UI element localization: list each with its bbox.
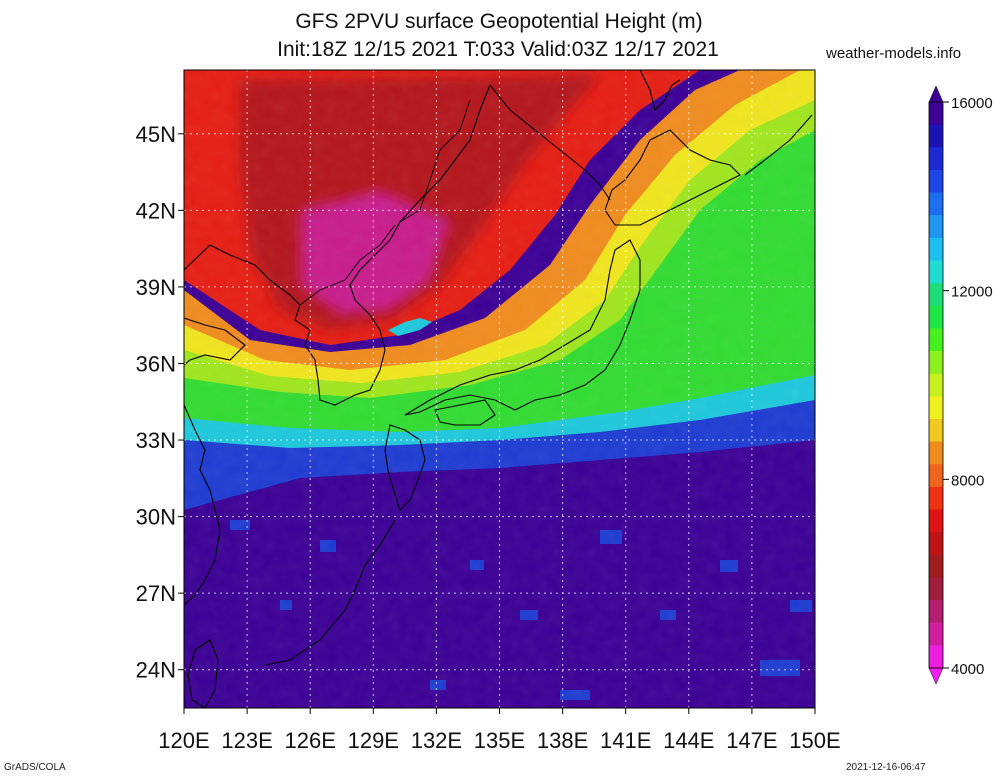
colorbar-label: 12000 xyxy=(951,284,993,301)
colorbar-swatch xyxy=(929,169,943,194)
y-tick-label: 33N xyxy=(136,428,176,453)
coast-honshu xyxy=(404,239,641,416)
x-tick-label: 129E xyxy=(348,728,399,753)
y-tick-label: 45N xyxy=(136,122,176,147)
colorbar-swatch xyxy=(929,215,943,239)
colorbar-swatch xyxy=(929,441,943,465)
field-layer xyxy=(184,70,815,708)
x-tick-label: 120E xyxy=(158,728,209,753)
y-tick-label: 30N xyxy=(136,505,176,530)
colorbar-swatch xyxy=(929,509,943,533)
colorbar-swatch xyxy=(929,102,943,126)
colorbar-swatch xyxy=(929,351,943,375)
colorbar-label: 8000 xyxy=(951,472,984,489)
colorbar-swatch xyxy=(929,305,943,329)
source-label: weather-models.info xyxy=(826,45,962,62)
colorbar-swatch xyxy=(929,622,943,646)
x-axis: 120E 123E 126E 129E 132E 135E 138E 141E 144E 147E… xyxy=(158,708,841,753)
border-china-russia xyxy=(399,99,471,223)
x-tick-label: 123E xyxy=(221,728,272,753)
colorbar-top-arrow xyxy=(928,85,944,103)
x-tick-label: 126E xyxy=(285,728,336,753)
colorbar-bottom-arrow xyxy=(928,667,944,685)
border-china-korea xyxy=(299,224,396,306)
colorbar-swatch xyxy=(929,396,943,420)
coast-shikoku xyxy=(434,399,496,426)
x-tick-label: 144E xyxy=(663,728,714,753)
colorbar-swatch xyxy=(929,147,943,171)
coast-hokkaido xyxy=(604,129,741,226)
colorbar-label: 4000 xyxy=(951,661,984,678)
colorbar-swatch xyxy=(929,192,943,216)
colorbar-swatch xyxy=(929,464,943,488)
colorbar-swatch xyxy=(929,486,943,511)
colorbar-swatch xyxy=(929,600,943,624)
coast-taiwan xyxy=(187,639,219,708)
coast-kurils xyxy=(744,114,813,176)
colorbar-swatch xyxy=(929,328,943,352)
colorbar-frame xyxy=(928,101,944,669)
borders xyxy=(299,99,471,306)
colorbar-label: 16000 xyxy=(951,95,993,112)
x-tick-label: 147E xyxy=(726,728,777,753)
colorbar-swatch xyxy=(929,577,943,601)
coastlines xyxy=(184,70,813,708)
coast-kyushu xyxy=(384,424,426,512)
x-tick-label: 135E xyxy=(474,728,525,753)
colorbar: 16000 12000 8000 4000 xyxy=(928,85,993,685)
colorbar-swatch xyxy=(929,554,943,578)
footer-right: 2021-12-16-06:47 xyxy=(846,762,926,773)
colorbar-swatch xyxy=(929,532,943,556)
title-line-1: GFS 2PVU surface Geopotential Height (m) xyxy=(295,10,703,33)
coast-china-east xyxy=(184,404,221,606)
y-tick-label: 42N xyxy=(136,198,176,223)
x-tick-label: 150E xyxy=(789,728,840,753)
x-tick-label: 132E xyxy=(411,728,462,753)
footer-left: GrADS/COLA xyxy=(4,762,66,773)
coast-china-north xyxy=(184,317,246,366)
coast-russia xyxy=(489,84,611,201)
colorbar-swatch xyxy=(929,418,943,443)
colorbar-swatch xyxy=(929,260,943,284)
x-tick-label: 141E xyxy=(600,728,651,753)
coast-ryukyu xyxy=(264,519,396,666)
title-line-2: Init:18Z 12/15 2021 T:033 Valid:03Z 12/1… xyxy=(277,38,719,61)
coast-korea xyxy=(184,84,491,406)
y-tick-label: 27N xyxy=(136,581,176,606)
y-tick-label: 39N xyxy=(136,275,176,300)
colorbar-swatch xyxy=(929,645,943,669)
colorbar-swatch xyxy=(929,373,943,397)
y-tick-label: 24N xyxy=(136,658,176,683)
colorbar-swatch xyxy=(929,124,943,148)
y-tick-label: 36N xyxy=(136,351,176,376)
gridlines xyxy=(184,70,815,708)
colorbar-swatch xyxy=(929,237,943,261)
y-axis: 24N 27N 30N 33N 36N 39N 42N 45N xyxy=(136,122,184,683)
colorbar-swatch xyxy=(929,283,943,307)
x-tick-label: 138E xyxy=(537,728,588,753)
coast-sakhalin xyxy=(639,70,681,112)
